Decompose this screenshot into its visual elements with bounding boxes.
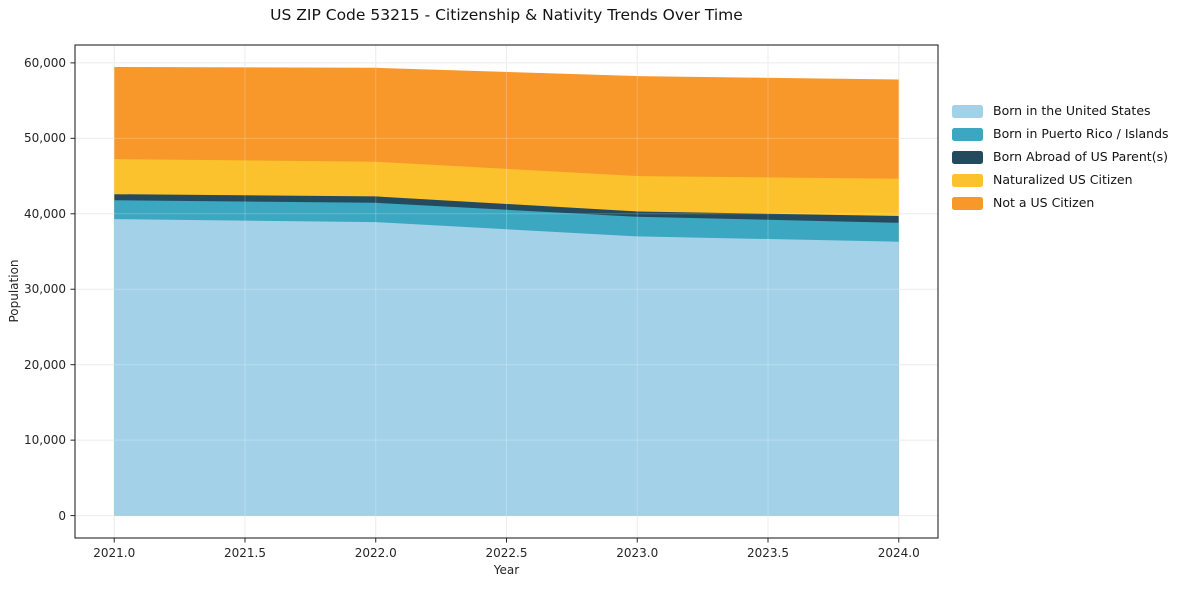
legend-label: Not a US Citizen <box>993 195 1095 210</box>
legend-item-born-abroad-of-us-parent-s: Born Abroad of US Parent(s) <box>952 148 1169 166</box>
y-tick-label: 30,000 <box>24 282 66 297</box>
legend-swatch-born-in-the-united-states <box>952 104 983 118</box>
legend-swatch-born-in-puerto-rico-islands <box>952 127 983 141</box>
legend-item-not-a-us-citizen: Not a US Citizen <box>952 194 1169 212</box>
area-series-born-in-the-united-states <box>114 219 899 516</box>
legend: Born in the United States Born in Puerto … <box>952 102 1169 217</box>
legend-swatch-not-a-us-citizen <box>952 196 983 210</box>
legend-label: Born in Puerto Rico / Islands <box>993 126 1169 141</box>
legend-label: Naturalized US Citizen <box>993 172 1133 187</box>
legend-swatch-born-abroad-of-us-parent-s <box>952 150 983 164</box>
y-axis-label: Population <box>7 259 21 323</box>
y-tick-label: 0 <box>58 508 66 523</box>
legend-label: Born Abroad of US Parent(s) <box>993 149 1168 164</box>
legend-item-born-in-puerto-rico-islands: Born in Puerto Rico / Islands <box>952 125 1169 143</box>
x-tick-label: 2022.0 <box>354 546 397 560</box>
x-tick-label: 2023.0 <box>616 546 659 560</box>
legend-item-naturalized-us-citizen: Naturalized US Citizen <box>952 171 1169 189</box>
y-tick-label: 10,000 <box>24 433 66 448</box>
legend-item-born-in-the-united-states: Born in the United States <box>952 102 1169 120</box>
y-tick-label: 60,000 <box>24 55 66 70</box>
y-tick-label: 50,000 <box>24 131 66 146</box>
legend-swatch-naturalized-us-citizen <box>952 173 983 187</box>
legend-label: Born in the United States <box>993 103 1151 118</box>
y-tick-label: 20,000 <box>24 357 66 372</box>
y-tick-label: 40,000 <box>24 206 66 221</box>
x-tick-label: 2023.5 <box>747 546 789 560</box>
x-tick-label: 2021.0 <box>93 546 136 560</box>
x-tick-label: 2024.0 <box>877 546 920 560</box>
x-axis-label: Year <box>493 563 520 577</box>
x-tick-label: 2022.5 <box>485 546 528 560</box>
x-tick-label: 2021.5 <box>223 546 266 560</box>
chart-title: US ZIP Code 53215 - Citizenship & Nativi… <box>270 6 743 24</box>
